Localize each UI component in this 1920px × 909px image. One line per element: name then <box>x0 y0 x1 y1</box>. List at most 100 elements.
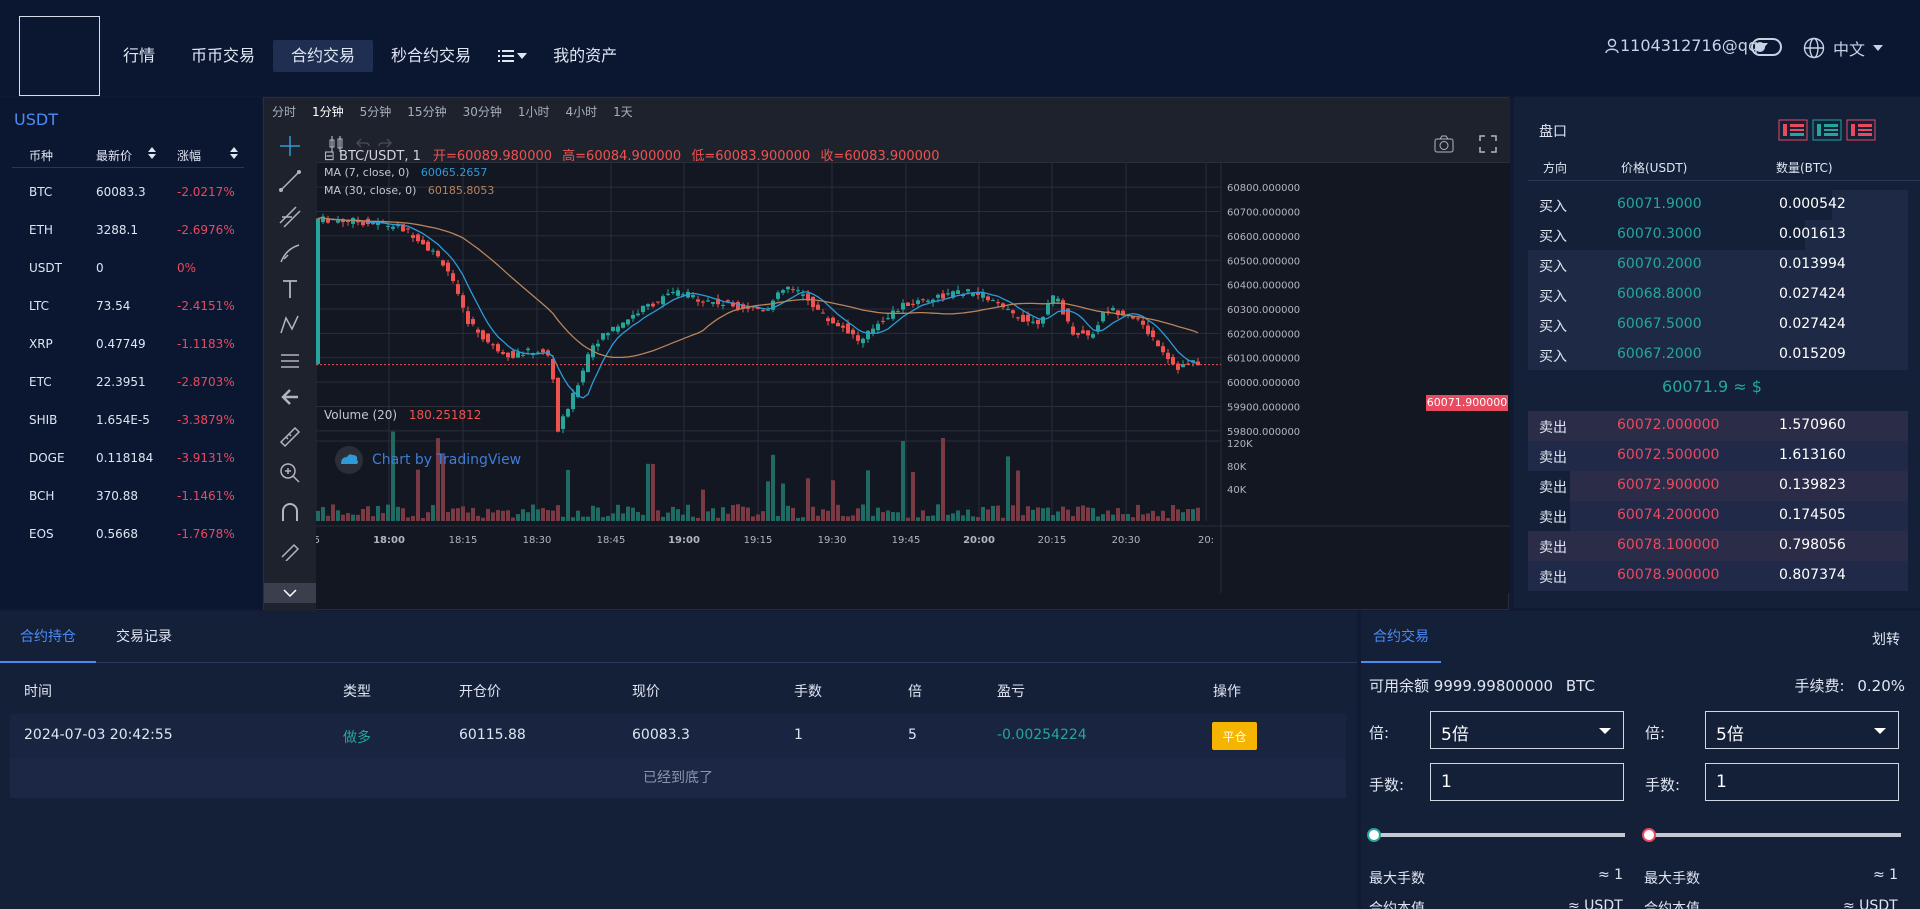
transfer-link[interactable]: 划转 <box>1872 632 1900 648</box>
market-row[interactable]: BTC 60083.3 -2.0217% <box>0 173 262 211</box>
market-row[interactable]: EOS 0.5668 -1.7678% <box>0 515 262 553</box>
market-row[interactable]: BCH 370.88 -1.1461% <box>0 477 262 515</box>
buy-order-row[interactable]: 买入 60067.2000 0.015209 <box>1528 340 1908 370</box>
brush-icon[interactable] <box>278 241 302 265</box>
measure-icon[interactable] <box>278 349 302 373</box>
pattern-icon[interactable] <box>278 313 302 337</box>
market-row[interactable]: DOGE 0.118184 -3.9131% <box>0 439 262 477</box>
fib-icon[interactable] <box>278 205 302 229</box>
candle-body <box>1116 310 1120 315</box>
interval-1d[interactable]: 1天 <box>613 105 633 119</box>
market-price: 0.118184 <box>96 451 154 465</box>
buy-order-row[interactable]: 买入 60070.2000 0.013994 <box>1528 250 1908 280</box>
interval-realtime[interactable]: 分时 <box>272 105 297 119</box>
market-row[interactable]: ETH 3288.1 -2.6976% <box>0 211 262 249</box>
volume-bar <box>531 504 535 521</box>
volume-bar <box>1091 508 1095 521</box>
theme-toggle[interactable] <box>1751 38 1782 56</box>
user-account[interactable]: 1104312716@qq <box>1604 36 1769 55</box>
list-menu-icon[interactable] <box>489 40 535 72</box>
contract-trade-panel: 合约交易 划转 可用余额 9999.99800000 BTC 手续费: 0.20… <box>1361 611 1920 909</box>
col-change[interactable]: 涨幅 <box>177 149 202 163</box>
nav-market[interactable]: 行情 <box>123 46 156 65</box>
candle-body <box>451 273 455 281</box>
candle-body <box>846 323 850 334</box>
candle-body <box>841 325 845 328</box>
slider-handle[interactable] <box>1367 828 1381 842</box>
text-tool-icon[interactable] <box>278 277 302 301</box>
nav-contract-trade[interactable]: 合约交易 <box>273 40 374 72</box>
sell-order-row[interactable]: 卖出 60072.000000 1.570960 <box>1528 411 1908 441</box>
buy-order-row[interactable]: 买入 60067.5000 0.027424 <box>1528 310 1908 340</box>
slider-handle[interactable] <box>1642 828 1656 842</box>
sell-order-row[interactable]: 卖出 60078.100000 0.798056 <box>1528 531 1908 561</box>
redo-icon[interactable] <box>378 137 392 149</box>
language-selector[interactable]: 中文 <box>1803 36 1884 60</box>
logo-image[interactable] <box>19 16 100 96</box>
order-price: 60078.900000 <box>1617 567 1720 583</box>
fullscreen-icon[interactable] <box>1479 135 1497 153</box>
buy-order-row[interactable]: 买入 60070.3000 0.001613 <box>1528 220 1908 250</box>
interval-15m[interactable]: 15分钟 <box>407 105 447 119</box>
sort-icon[interactable] <box>148 147 156 159</box>
market-row[interactable]: ETC 22.3951 -2.8703% <box>0 363 262 401</box>
interval-1m[interactable]: 1分钟 <box>312 105 344 119</box>
market-quote-currency[interactable]: USDT <box>14 110 58 129</box>
long-multiple-select[interactable]: 5倍 <box>1430 711 1624 749</box>
arrow-left-icon[interactable] <box>278 385 302 409</box>
market-row[interactable]: SHIB 1.654E-5 -3.3879% <box>0 401 262 439</box>
market-row[interactable]: XRP 0.47749 -1.1183% <box>0 325 262 363</box>
candlestick-chart[interactable]: 60800.000000 60700.000000 60600.000000 6050… <box>316 163 1510 593</box>
zoom-icon[interactable] <box>278 461 302 485</box>
book-buy-icon[interactable] <box>1812 119 1842 141</box>
undo-icon[interactable] <box>356 137 370 149</box>
collapse-legend-icon[interactable]: ⊟ <box>324 149 335 164</box>
nav-second-contract[interactable]: 秒合约交易 <box>391 46 472 65</box>
close-position-button[interactable]: 平仓 <box>1212 722 1257 750</box>
interval-1h[interactable]: 1小时 <box>517 105 550 119</box>
long-lots-input[interactable]: 1 <box>1430 763 1624 801</box>
book-sell-icon[interactable] <box>1846 119 1876 141</box>
book-both-icon[interactable] <box>1778 119 1808 141</box>
nav-my-assets[interactable]: 我的资产 <box>553 46 618 65</box>
crosshair-icon[interactable] <box>278 134 302 158</box>
market-price: 0.47749 <box>96 337 146 351</box>
camera-icon[interactable] <box>1434 135 1454 153</box>
market-row[interactable]: LTC 73.54 -2.4151% <box>0 287 262 325</box>
market-row[interactable]: USDT 0 0% <box>0 249 262 287</box>
tradingview-badge[interactable]: Chart by TradingView <box>334 445 521 475</box>
tab-trade-history[interactable]: 交易记录 <box>116 629 172 645</box>
volume-bar <box>416 469 420 521</box>
volume-bar <box>821 509 825 521</box>
mid-price: 60071.9 ≈ $ <box>1662 377 1762 396</box>
buy-order-row[interactable]: 买入 60071.9000 0.000542 <box>1528 190 1908 220</box>
ruler-icon[interactable] <box>278 425 302 449</box>
toolbar-expand[interactable] <box>264 583 316 603</box>
volume-bar <box>876 507 880 521</box>
short-lots-input[interactable]: 1 <box>1705 763 1899 801</box>
candle-body <box>1081 330 1085 334</box>
sell-order-row[interactable]: 卖出 60078.900000 0.807374 <box>1528 561 1908 591</box>
nav-spot-trade[interactable]: 币币交易 <box>191 46 256 65</box>
interval-4h[interactable]: 4小时 <box>565 105 598 119</box>
trend-line-icon[interactable] <box>278 169 302 193</box>
volume-bar <box>446 512 450 521</box>
sell-order-row[interactable]: 卖出 60074.200000 0.174505 <box>1528 501 1908 531</box>
sort-icon[interactable] <box>230 147 238 159</box>
tab-contract-trade[interactable]: 合约交易 <box>1361 611 1441 663</box>
tab-contract-positions[interactable]: 合约持仓 <box>0 611 96 663</box>
long-lots-slider[interactable] <box>1367 828 1625 842</box>
short-multiple-select[interactable]: 5倍 <box>1705 711 1899 749</box>
lock-drawing-icon[interactable] <box>278 537 302 561</box>
interval-5m[interactable]: 5分钟 <box>359 105 392 119</box>
candle-body <box>996 302 1000 304</box>
magnet-icon[interactable] <box>278 501 302 525</box>
interval-30m[interactable]: 30分钟 <box>462 105 502 119</box>
buy-order-row[interactable]: 买入 60068.8000 0.027424 <box>1528 280 1908 310</box>
short-lots-slider[interactable] <box>1642 828 1901 842</box>
candle-body <box>801 294 805 296</box>
sell-order-row[interactable]: 卖出 60072.900000 0.139823 <box>1528 471 1908 501</box>
candle-type-icon[interactable] <box>328 135 344 153</box>
sell-order-row[interactable]: 卖出 60072.500000 1.613160 <box>1528 441 1908 471</box>
col-last-price[interactable]: 最新价 <box>96 149 133 163</box>
